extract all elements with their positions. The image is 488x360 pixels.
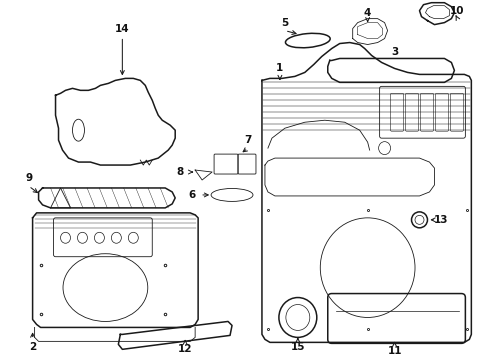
Text: 1: 1 <box>276 63 283 73</box>
Text: 5: 5 <box>281 18 288 28</box>
Text: 11: 11 <box>386 346 401 356</box>
Text: 8: 8 <box>176 167 183 177</box>
Text: 14: 14 <box>115 24 129 33</box>
Text: 9: 9 <box>25 173 32 183</box>
Text: 7: 7 <box>244 135 251 145</box>
Text: 12: 12 <box>178 345 192 354</box>
Text: 10: 10 <box>449 6 464 15</box>
Text: 15: 15 <box>290 342 305 352</box>
Text: 3: 3 <box>390 48 397 58</box>
Text: 6: 6 <box>188 190 195 200</box>
Text: 13: 13 <box>433 215 448 225</box>
Text: 4: 4 <box>363 8 370 18</box>
Text: 2: 2 <box>29 342 36 352</box>
